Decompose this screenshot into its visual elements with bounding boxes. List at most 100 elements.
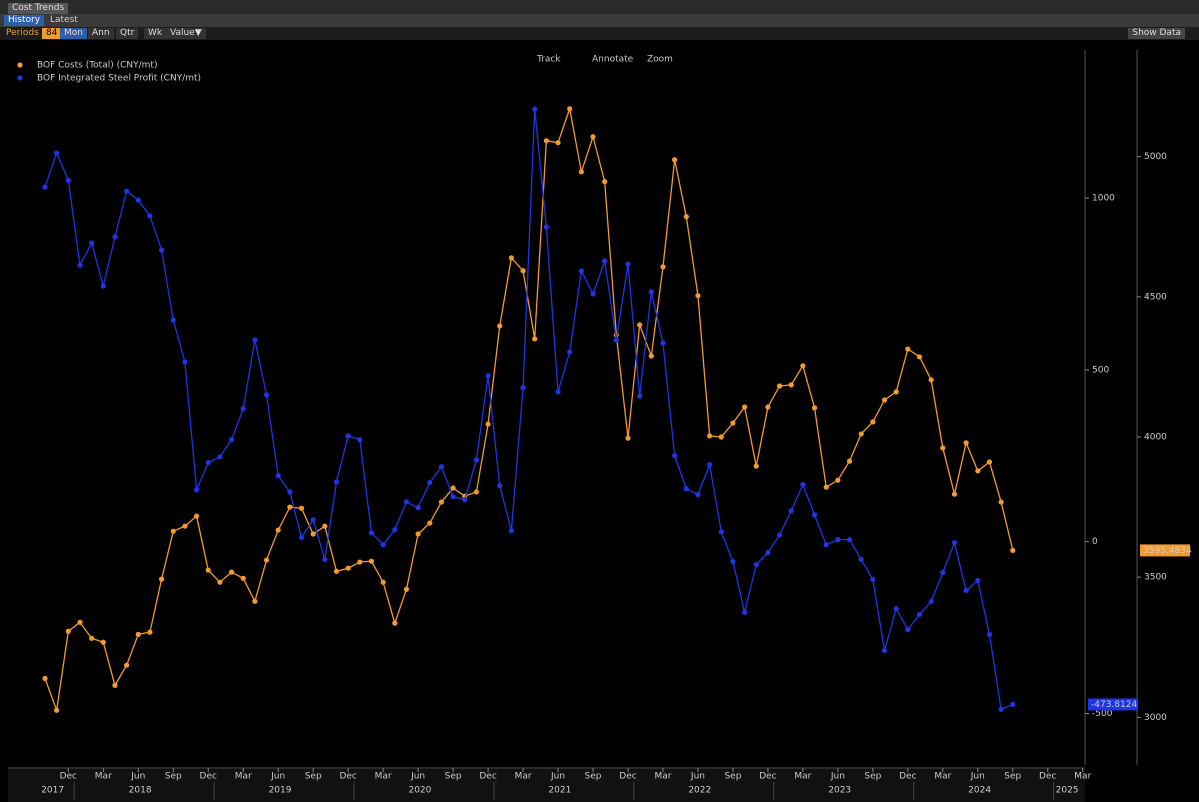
- year-label: 2024: [968, 786, 991, 796]
- data-point: [928, 377, 934, 383]
- data-point: [637, 393, 643, 399]
- data-point: [473, 489, 480, 495]
- data-point: [567, 106, 573, 112]
- data-point: [275, 527, 281, 533]
- data-point: [683, 486, 689, 492]
- data-point: [986, 631, 993, 638]
- data-point: [986, 459, 993, 465]
- period-button[interactable]: Mon: [60, 28, 87, 39]
- period-button[interactable]: Wk: [144, 28, 167, 39]
- data-point: [998, 499, 1004, 505]
- data-point: [753, 562, 759, 568]
- data-point: [893, 606, 899, 612]
- data-point: [89, 240, 95, 246]
- data-point: [846, 537, 853, 543]
- data-point: [707, 433, 713, 439]
- data-point: [1010, 701, 1016, 708]
- data-point: [811, 512, 818, 518]
- data-point: [718, 529, 724, 535]
- data-point: [940, 569, 946, 576]
- data-point: [427, 479, 433, 486]
- y2-tick-label: 4000: [1144, 433, 1167, 443]
- data-point: [392, 620, 398, 626]
- period-button[interactable]: Qtr: [116, 28, 139, 39]
- data-point: [333, 479, 340, 485]
- data-point: [450, 494, 456, 500]
- data-point: [637, 322, 643, 328]
- data-point: [310, 517, 316, 523]
- subtab[interactable]: Latest: [50, 15, 78, 25]
- x-tick-label: Sep: [724, 772, 741, 782]
- data-point: [205, 567, 211, 573]
- data-point: [881, 647, 888, 654]
- data-point: [263, 557, 270, 563]
- chart-tool[interactable]: Annotate: [592, 55, 634, 65]
- x-axis-band: [8, 769, 1085, 802]
- data-point: [77, 619, 83, 625]
- data-point: [333, 568, 340, 574]
- data-point: [380, 542, 386, 548]
- data-point: [135, 631, 141, 637]
- data-point: [275, 473, 281, 479]
- chart-tool[interactable]: Track: [536, 55, 561, 65]
- data-point: [672, 453, 678, 459]
- data-point: [112, 682, 118, 688]
- series-line: [44, 106, 1014, 711]
- data-point: [543, 224, 549, 230]
- x-tick-label: Mar: [375, 772, 392, 782]
- data-point: [578, 268, 584, 274]
- legend-label: BOF Costs (Total) (CNY/mt): [37, 61, 157, 71]
- data-point: [625, 435, 631, 441]
- periods-input[interactable]: 84: [42, 28, 62, 39]
- data-point: [1010, 547, 1016, 554]
- data-point: [625, 261, 631, 267]
- x-tick-label: Jun: [970, 772, 985, 782]
- x-tick-label: Sep: [1004, 772, 1021, 782]
- subtab-bar: History Latest: [0, 14, 1199, 27]
- y-tick-label: 500: [1092, 365, 1109, 375]
- data-point: [858, 431, 864, 437]
- x-tick-label: Mar: [515, 772, 532, 782]
- x-tick-label: Jun: [690, 772, 705, 782]
- data-point: [415, 505, 421, 511]
- data-point: [462, 497, 468, 503]
- x-tick-label: Dec: [200, 772, 217, 782]
- x-tick-label: Mar: [654, 772, 671, 782]
- x-tick-label: Dec: [759, 772, 776, 782]
- data-point: [648, 353, 654, 359]
- data-point: [124, 188, 130, 194]
- year-label: 2020: [408, 786, 431, 796]
- subtab[interactable]: History: [4, 15, 45, 26]
- data-point: [357, 437, 363, 443]
- data-point: [438, 499, 445, 505]
- period-button[interactable]: Value▼: [166, 28, 206, 39]
- year-label: 2019: [269, 786, 292, 796]
- data-point: [403, 499, 410, 505]
- period-button[interactable]: Ann: [88, 28, 114, 39]
- data-point: [532, 336, 538, 342]
- x-tick-label: Jun: [550, 772, 565, 782]
- data-point: [800, 482, 806, 488]
- year-label: 2025: [1056, 786, 1079, 796]
- data-point: [497, 483, 503, 489]
- x-tick-label: Dec: [1039, 772, 1056, 782]
- year-label: 2017: [41, 786, 64, 796]
- data-point: [170, 317, 176, 323]
- data-point: [345, 565, 351, 571]
- data-point: [159, 576, 165, 582]
- x-tick-label: Mar: [794, 772, 811, 782]
- data-point: [450, 485, 456, 491]
- data-point: [147, 213, 153, 219]
- data-point: [578, 169, 584, 175]
- series-line: [44, 109, 1014, 711]
- show-data-button[interactable]: Show Data: [1128, 28, 1185, 39]
- data-point: [217, 454, 223, 460]
- data-point: [100, 283, 106, 289]
- y-tick-label: 0: [1092, 537, 1098, 547]
- data-point: [368, 558, 375, 564]
- data-point: [707, 462, 713, 468]
- tab[interactable]: Cost Trends: [8, 3, 69, 14]
- chart-tool[interactable]: Zoom: [647, 55, 673, 65]
- data-point: [508, 255, 514, 261]
- data-point: [65, 177, 71, 183]
